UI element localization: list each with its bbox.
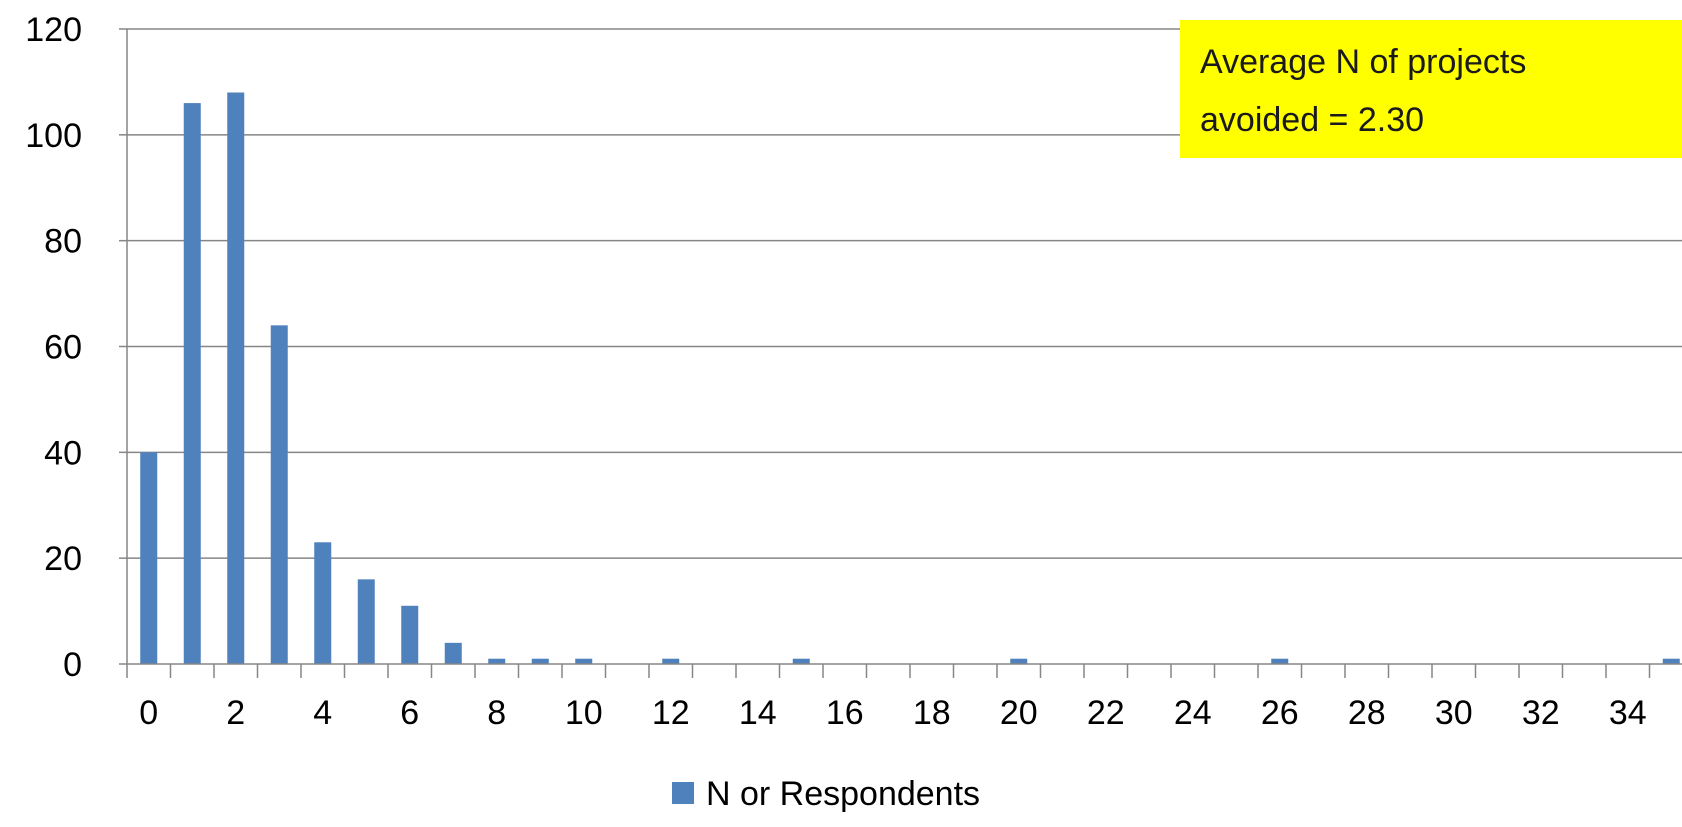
annotation-box: Average N of projects avoided = 2.30	[1180, 20, 1682, 158]
x-tick-label: 28	[1348, 694, 1386, 732]
y-tick-label: 20	[44, 540, 82, 578]
x-tick-label: 10	[565, 694, 603, 732]
y-tick-label: 120	[25, 11, 82, 49]
x-tick-label: 18	[913, 694, 951, 732]
x-tick-label: 12	[652, 694, 690, 732]
bar	[227, 92, 245, 664]
x-tick-label: 0	[139, 694, 158, 732]
x-tick-label: 34	[1609, 694, 1647, 732]
y-tick-label: 80	[44, 223, 82, 261]
bar-series	[140, 92, 1680, 665]
x-tick-label: 2	[226, 694, 245, 732]
y-tick-label: 60	[44, 329, 82, 367]
x-tick-label: 20	[1000, 694, 1038, 732]
y-tick-label: 40	[44, 434, 82, 472]
legend-swatch	[672, 782, 694, 804]
bar	[575, 658, 593, 664]
y-axis-tick-labels: 0 20 40 60 80 100 120	[25, 11, 82, 684]
x-tick-label: 14	[739, 694, 777, 732]
bar	[444, 642, 462, 664]
bar	[140, 452, 158, 664]
bar	[488, 658, 506, 664]
x-tick-label: 16	[826, 694, 864, 732]
y-tick-label: 0	[63, 646, 82, 684]
legend: N or Respondents	[672, 775, 980, 813]
x-tick-label: 30	[1435, 694, 1473, 732]
bar	[1010, 658, 1028, 664]
gridlines	[127, 28, 1682, 559]
bar	[531, 658, 549, 664]
bar	[401, 605, 419, 664]
y-tick-label: 100	[25, 117, 82, 155]
x-tick-label: 4	[313, 694, 332, 732]
annotation-line-1: Average N of projects	[1200, 43, 1526, 81]
x-tick-label: 32	[1522, 694, 1560, 732]
bar	[270, 325, 288, 664]
x-tick-label: 24	[1174, 694, 1212, 732]
x-tick-label: 8	[487, 694, 506, 732]
bar	[314, 542, 332, 664]
annotation-line-2: avoided = 2.30	[1200, 101, 1424, 139]
bar	[1271, 658, 1289, 664]
bar	[662, 658, 680, 664]
x-tick-label: 22	[1087, 694, 1125, 732]
legend-label: N or Respondents	[706, 775, 980, 813]
x-axis-tick-labels: 0 2 4 6 8 10 12 14 16 18 20 22 24 26 28 30 32 34	[139, 694, 1646, 732]
x-tick-label: 26	[1261, 694, 1299, 732]
bar	[792, 658, 810, 664]
bar	[183, 103, 201, 665]
axes	[119, 28, 1682, 678]
annotation-background	[1180, 20, 1682, 158]
bar	[1662, 658, 1680, 664]
x-tick-label: 6	[400, 694, 419, 732]
bar	[357, 579, 375, 664]
